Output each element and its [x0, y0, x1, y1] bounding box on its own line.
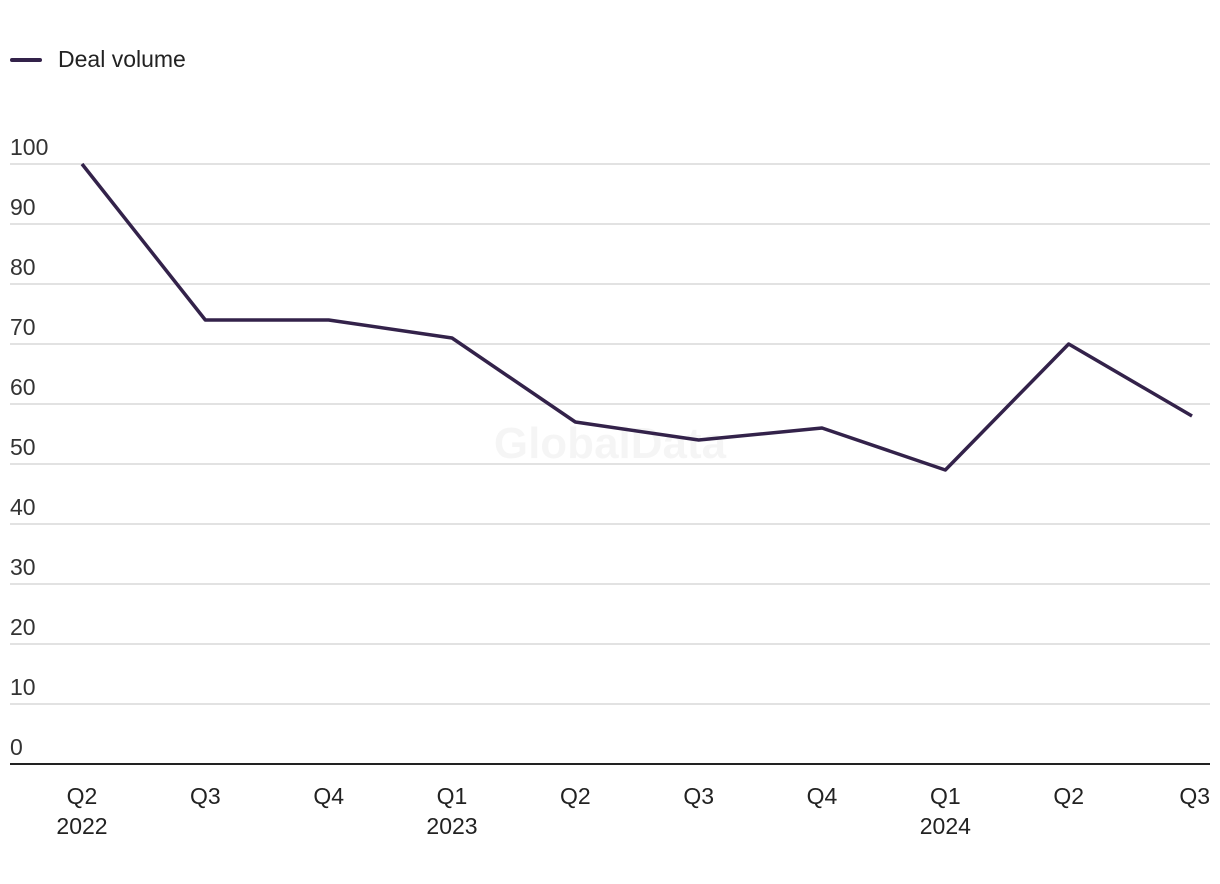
y-tick-label-80: 80: [10, 254, 36, 280]
y-tick-label-40: 40: [10, 494, 36, 520]
x-axis-ticks: Q2 2022 Q3 Q4 Q1 2023 Q2 Q3 Q4 Q1 2024 Q2 Q3: [56, 783, 1210, 839]
y-tick-label-20: 20: [10, 614, 36, 640]
x-tick-label-0: Q2: [67, 783, 98, 809]
x-tick-year-7: 2024: [920, 813, 971, 839]
series-line-0: [80, 162, 1193, 472]
legend-label: Deal volume: [58, 46, 186, 72]
x-tick-label-8: Q2: [1053, 783, 1084, 809]
legend: Deal volume: [10, 46, 186, 73]
x-tick-label-7: Q1: [930, 783, 961, 809]
y-tick-label-100: 100: [10, 134, 48, 160]
x-tick-label-3: Q1: [437, 783, 468, 809]
x-tick-label-5: Q3: [683, 783, 714, 809]
x-tick-label-6: Q4: [807, 783, 838, 809]
series-layer: [80, 162, 1193, 472]
x-tick-label-2: Q4: [313, 783, 344, 809]
y-tick-label-0: 0: [10, 734, 23, 760]
y-tick-label-60: 60: [10, 374, 36, 400]
x-tick-label-1: Q3: [190, 783, 221, 809]
y-tick-label-70: 70: [10, 314, 36, 340]
grid: [10, 163, 1210, 705]
legend-swatch: [10, 57, 42, 62]
y-tick-label-30: 30: [10, 554, 36, 580]
x-tick-label-4: Q2: [560, 783, 591, 809]
x-tick-year-0: 2022: [56, 813, 107, 839]
y-tick-label-90: 90: [10, 194, 36, 220]
y-tick-label-10: 10: [10, 674, 36, 700]
y-tick-label-50: 50: [10, 434, 36, 460]
x-tick-year-3: 2023: [426, 813, 477, 839]
y-axis-ticks: 0 10 20 30 40 50 60 70 80 90 100: [10, 134, 48, 760]
x-tick-label-9: Q3: [1179, 783, 1210, 809]
